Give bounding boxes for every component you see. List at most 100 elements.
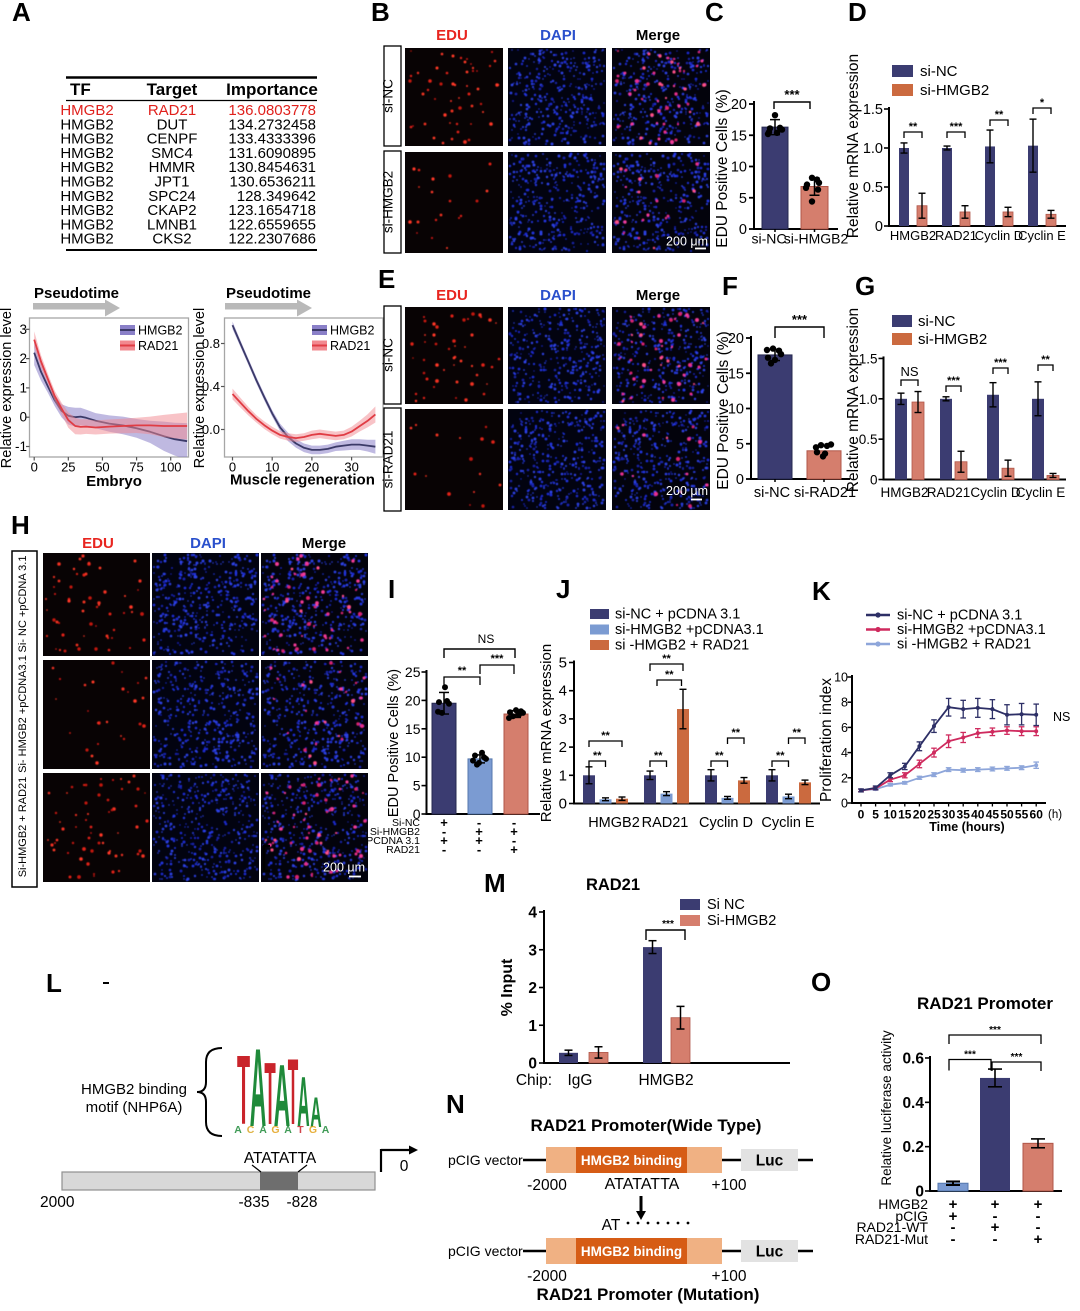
svg-text:A: A — [12, 0, 31, 27]
svg-text:130.8454631: 130.8454631 — [228, 159, 316, 176]
svg-text:CKAP2: CKAP2 — [147, 202, 196, 219]
svg-text:RAD21: RAD21 — [330, 339, 370, 353]
svg-text:20: 20 — [731, 97, 747, 113]
svg-text:50: 50 — [95, 460, 109, 475]
svg-text:-1: -1 — [15, 439, 27, 454]
svg-text:3: 3 — [19, 322, 27, 337]
svg-text:SMC4: SMC4 — [151, 145, 193, 162]
svg-text:E: E — [378, 264, 395, 294]
svg-text:75: 75 — [129, 460, 143, 475]
svg-text:Si- NC +pCDNA 3.1: Si- NC +pCDNA 3.1 — [17, 556, 29, 653]
svg-text:133.4333396: 133.4333396 — [228, 131, 316, 148]
svg-text:30: 30 — [344, 460, 358, 475]
svg-text:HMGB2: HMGB2 — [330, 324, 375, 338]
svg-text:H: H — [11, 510, 30, 540]
svg-text:Cyclin D: Cyclin D — [975, 228, 1023, 243]
svg-text:CKS2: CKS2 — [152, 231, 191, 248]
svg-text:HMGB2: HMGB2 — [880, 485, 928, 500]
svg-text:122.6559655: 122.6559655 — [228, 216, 316, 233]
svg-text:HMGB2: HMGB2 — [60, 188, 113, 205]
svg-text:HMGB2: HMGB2 — [60, 159, 113, 176]
svg-text:0: 0 — [875, 219, 883, 235]
svg-text:LMNB1: LMNB1 — [147, 216, 197, 233]
svg-text:***: *** — [947, 375, 961, 387]
svg-text:SPC24: SPC24 — [148, 188, 196, 205]
svg-text:regeneration: regeneration — [284, 472, 375, 489]
svg-text:0: 0 — [739, 222, 747, 238]
svg-text:EDU Positive Cells (%): EDU Positive Cells (%) — [714, 89, 731, 247]
svg-text:15: 15 — [731, 128, 747, 144]
svg-text:si-NC: si-NC — [381, 79, 396, 113]
svg-text:si-RAD21: si-RAD21 — [794, 485, 856, 501]
svg-text:Merge: Merge — [636, 27, 680, 44]
svg-text:0.4: 0.4 — [202, 379, 220, 394]
svg-text:200 μm: 200 μm — [666, 484, 708, 498]
svg-text:si-HMGB2: si-HMGB2 — [918, 331, 987, 348]
svg-text:Merge: Merge — [636, 287, 680, 304]
svg-text:Cyclin E: Cyclin E — [1016, 485, 1066, 500]
svg-text:Relative mRNA expression: Relative mRNA expression — [845, 54, 862, 238]
svg-text:***: *** — [950, 121, 964, 133]
svg-text:134.2732458: 134.2732458 — [228, 116, 316, 133]
svg-text:***: *** — [792, 312, 808, 327]
svg-text:B: B — [371, 0, 390, 27]
svg-text:HMGB2: HMGB2 — [60, 145, 113, 162]
svg-text:1.5: 1.5 — [859, 351, 878, 366]
svg-text:HMGB2: HMGB2 — [60, 202, 113, 219]
svg-text:0: 0 — [870, 473, 878, 488]
svg-text:F: F — [722, 271, 738, 301]
svg-text:0: 0 — [229, 460, 236, 475]
svg-text:Pseudotime: Pseudotime — [34, 285, 119, 302]
svg-text:EDU: EDU — [436, 287, 468, 304]
svg-text:1.0: 1.0 — [859, 392, 878, 407]
svg-text:15: 15 — [728, 366, 744, 382]
svg-text:Cyclin D: Cyclin D — [970, 485, 1021, 500]
svg-text:Embryo: Embryo — [86, 473, 142, 490]
svg-text:***: *** — [994, 357, 1008, 369]
svg-text:131.6090895: 131.6090895 — [228, 145, 316, 162]
svg-text:*: * — [1040, 97, 1045, 109]
svg-text:1.5: 1.5 — [863, 102, 883, 118]
svg-text:si-HMGB2: si-HMGB2 — [381, 171, 396, 233]
svg-text:CENPF: CENPF — [147, 131, 198, 148]
svg-text:10: 10 — [728, 402, 744, 418]
svg-text:200 μm: 200 μm — [666, 235, 708, 249]
svg-text:5: 5 — [739, 191, 747, 207]
svg-text:Si-HMGB2 + RAD21: Si-HMGB2 + RAD21 — [17, 777, 29, 878]
svg-text:DUT: DUT — [157, 116, 188, 133]
svg-text:122.2307686: 122.2307686 — [228, 231, 316, 248]
svg-text:D: D — [848, 0, 867, 27]
svg-text:Si- HMGB2 +pCDNA3.1: Si- HMGB2 +pCDNA3.1 — [17, 655, 29, 773]
svg-text:0.5: 0.5 — [859, 432, 878, 447]
svg-text:10: 10 — [265, 460, 279, 475]
svg-text:JPT1: JPT1 — [154, 174, 189, 191]
svg-text:Relative mRNA expression: Relative mRNA expression — [845, 308, 862, 492]
svg-text:RAD21: RAD21 — [927, 485, 971, 500]
svg-text:Cyclin E: Cyclin E — [1018, 228, 1066, 243]
svg-text:EDU Positive Cells (%): EDU Positive Cells (%) — [715, 331, 732, 489]
svg-text:100: 100 — [160, 460, 182, 475]
svg-text:HMGB2: HMGB2 — [60, 231, 113, 248]
svg-text:**: ** — [995, 109, 1004, 121]
svg-text:si-NC: si-NC — [754, 485, 790, 501]
svg-text:HMGB2: HMGB2 — [60, 174, 113, 191]
svg-text:si-RAD21: si-RAD21 — [381, 431, 396, 489]
svg-text:136.0803778: 136.0803778 — [228, 102, 316, 119]
svg-text:HMGB2: HMGB2 — [60, 116, 113, 133]
svg-text:0.5: 0.5 — [863, 180, 883, 196]
svg-text:DAPI: DAPI — [540, 287, 576, 304]
svg-text:C: C — [705, 0, 724, 27]
svg-text:G: G — [855, 271, 875, 301]
svg-text:130.6536211: 130.6536211 — [230, 174, 316, 191]
svg-text:RAD21: RAD21 — [148, 102, 196, 119]
svg-text:2: 2 — [19, 351, 27, 366]
svg-text:Merge: Merge — [302, 535, 346, 552]
svg-text:10: 10 — [731, 160, 747, 176]
svg-text:si-HMGB2: si-HMGB2 — [920, 82, 989, 99]
svg-text:5: 5 — [736, 437, 744, 453]
svg-text:0.0: 0.0 — [202, 422, 220, 437]
svg-text:**: ** — [1041, 354, 1050, 366]
svg-text:Importance: Importance — [226, 80, 318, 99]
svg-text:0: 0 — [736, 472, 744, 488]
svg-text:1: 1 — [19, 380, 27, 395]
